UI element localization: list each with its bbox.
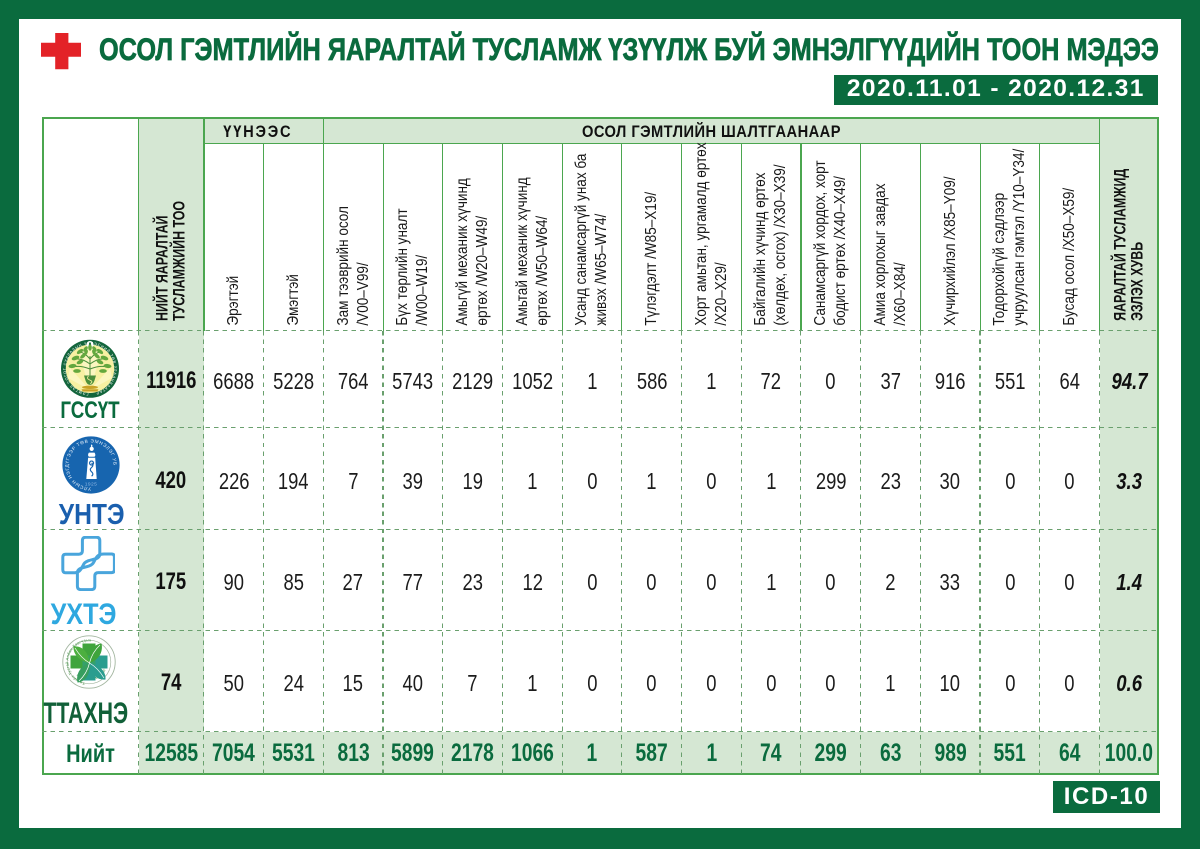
- svg-text:1925: 1925: [85, 482, 97, 488]
